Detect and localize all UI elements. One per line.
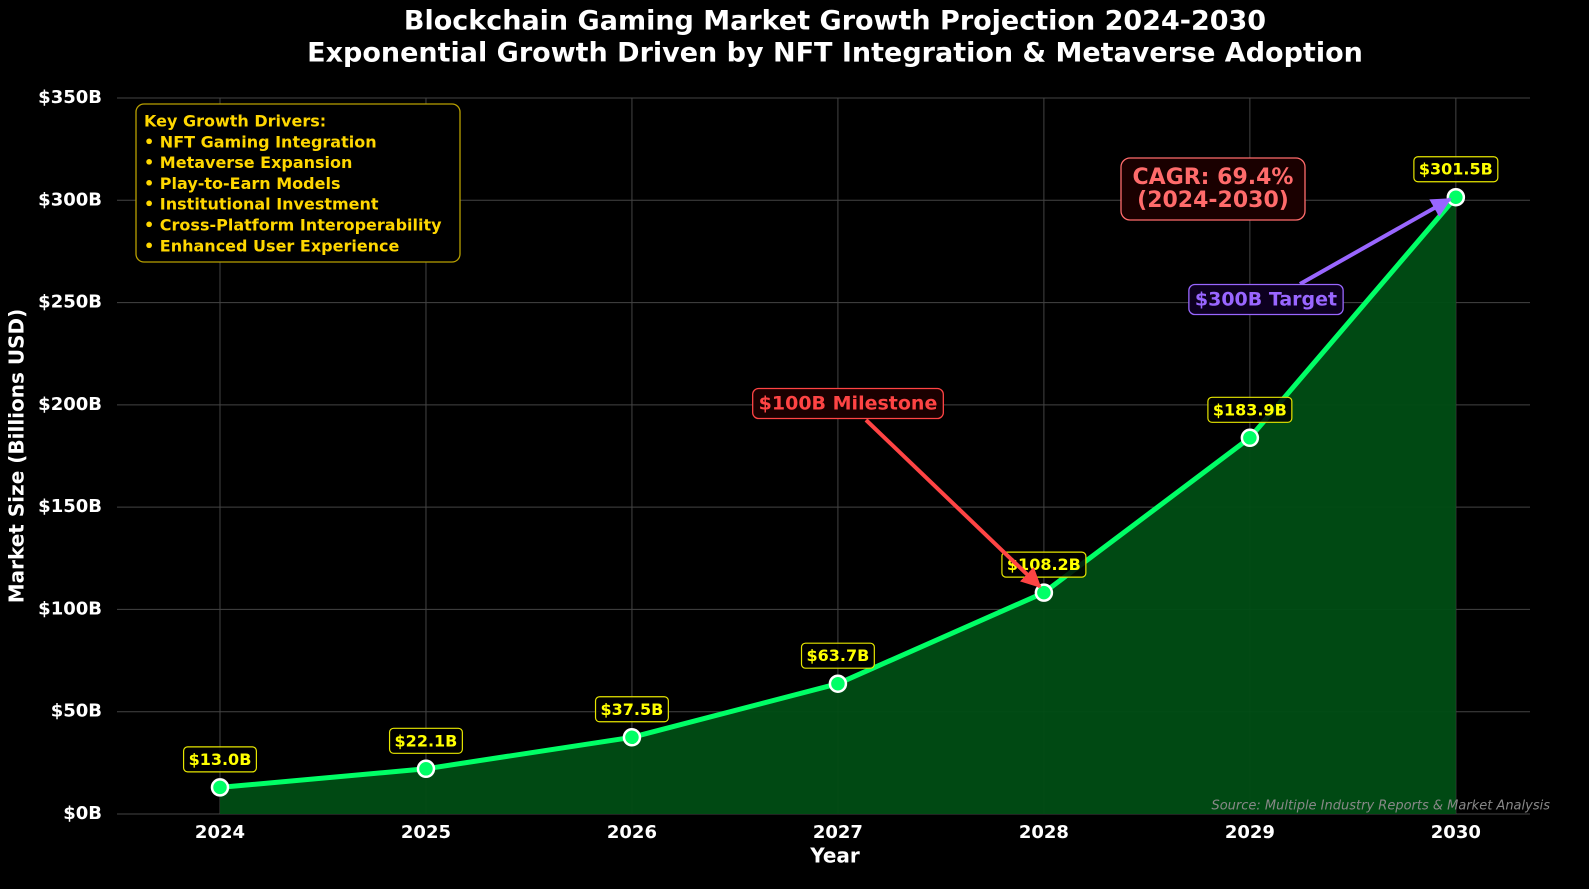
value-label-box: [1413, 156, 1499, 183]
point: [1240, 428, 1260, 448]
driver-text: Key Growth Drivers:: [144, 112, 326, 131]
point: [1446, 187, 1466, 207]
value-label-box: [182, 746, 257, 773]
value-label-text: $301.5B: [1419, 160, 1493, 179]
y-tick-label: $200B: [38, 394, 102, 415]
y-tick-label: $50B: [51, 701, 102, 722]
value-label-text: $37.5B: [601, 700, 664, 719]
x-tick-label: 2024: [195, 822, 245, 843]
value-label-text: $183.9B: [1213, 400, 1287, 419]
driver-text: • Play-to-Earn Models: [144, 174, 340, 193]
annotation-text: $100B Milestone: [759, 393, 938, 415]
annotation-arrow: [1299, 197, 1452, 286]
value-label-text: $63.7B: [807, 646, 870, 665]
annotation: $100B Milestone: [752, 387, 944, 420]
value-label-box: [594, 696, 669, 723]
value-label: $63.7B: [800, 642, 875, 669]
point: [1034, 583, 1054, 602]
point: [210, 778, 230, 797]
chart-title: Blockchain Gaming Market Growth Projecti…: [404, 6, 1266, 37]
driver-text: • Enhanced User Experience: [144, 236, 400, 255]
point: [828, 674, 848, 693]
cagr-annotation: CAGR: 69.4%(2024-2030): [1120, 157, 1306, 221]
annotation-box: [1188, 283, 1344, 316]
value-label: $37.5B: [594, 696, 669, 723]
x-tick-label: 2026: [607, 822, 657, 843]
value-label: $301.5B: [1413, 156, 1499, 183]
y-axis-label: Market Size (Billions USD): [5, 309, 29, 604]
y-tick-label: $150B: [38, 496, 102, 517]
source-note: Source: Multiple Industry Reports & Mark…: [1211, 799, 1550, 814]
x-tick-label: 2029: [1225, 822, 1275, 843]
x-tick-label: 2030: [1431, 822, 1481, 843]
value-label: $22.1B: [388, 727, 463, 754]
annotation-text: $300B Target: [1195, 289, 1337, 311]
y-tick-label: $250B: [38, 292, 102, 313]
drivers-box: Key Growth Drivers:• NFT Gaming Integrat…: [135, 103, 461, 263]
x-tick-label: 2028: [1019, 822, 1069, 843]
y-tick-label: $350B: [38, 87, 102, 108]
value-label-text: $22.1B: [395, 731, 458, 750]
driver-text: • NFT Gaming Integration: [144, 132, 377, 151]
annotation: $300B Target: [1188, 283, 1344, 316]
annotation-box: [1120, 157, 1306, 221]
y-tick-label: $300B: [38, 189, 102, 210]
x-axis-label: Year: [809, 844, 860, 868]
driver-text: • Institutional Investment: [144, 195, 379, 214]
x-tick-label: 2027: [813, 822, 863, 843]
annotation-text: CAGR: 69.4%: [1133, 165, 1294, 190]
annotation-text: (2024-2030): [1137, 188, 1289, 213]
point: [416, 759, 436, 779]
annotation-arrow: [864, 418, 1042, 589]
x-tick-label: 2025: [401, 822, 451, 843]
driver-text: • Cross-Platform Interoperability: [144, 216, 442, 235]
area: [219, 197, 1456, 814]
value-label: $13.0B: [182, 746, 257, 773]
drivers-frame: [135, 103, 461, 263]
annotation-box: [752, 387, 944, 420]
value-label-text: $13.0B: [189, 750, 252, 769]
value-label: $183.9B: [1207, 396, 1293, 423]
driver-text: • Metaverse Expansion: [144, 153, 352, 172]
chart-subtitle: Exponential Growth Driven by NFT Integra…: [307, 38, 1363, 69]
point: [622, 728, 642, 747]
value-label-box: [388, 727, 463, 754]
y-tick-label: $0B: [63, 803, 102, 824]
value-label-box: [800, 642, 875, 669]
y-tick-label: $100B: [38, 598, 102, 619]
value-label-box: [1207, 396, 1293, 423]
